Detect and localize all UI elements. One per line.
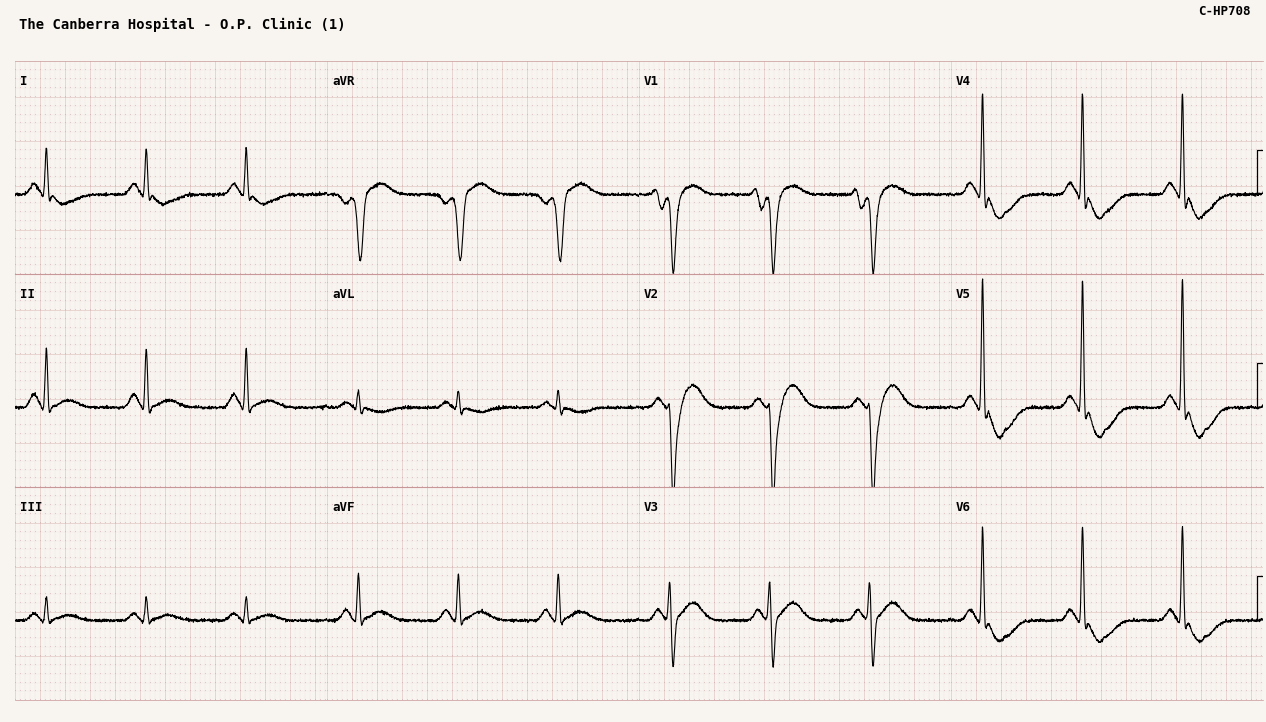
Text: V1: V1 — [644, 74, 660, 87]
Text: II: II — [20, 287, 35, 300]
Text: aVR: aVR — [332, 74, 354, 87]
Text: V3: V3 — [644, 500, 660, 513]
Text: C-HP708: C-HP708 — [1199, 5, 1251, 18]
Text: V4: V4 — [956, 74, 971, 87]
Text: aVL: aVL — [332, 287, 354, 300]
Text: aVF: aVF — [332, 500, 354, 513]
Text: V6: V6 — [956, 500, 971, 513]
Text: I: I — [20, 74, 28, 87]
Text: III: III — [20, 500, 42, 513]
Text: The Canberra Hospital - O.P. Clinic (1): The Canberra Hospital - O.P. Clinic (1) — [19, 18, 346, 32]
Text: V5: V5 — [956, 287, 971, 300]
Text: V2: V2 — [644, 287, 660, 300]
